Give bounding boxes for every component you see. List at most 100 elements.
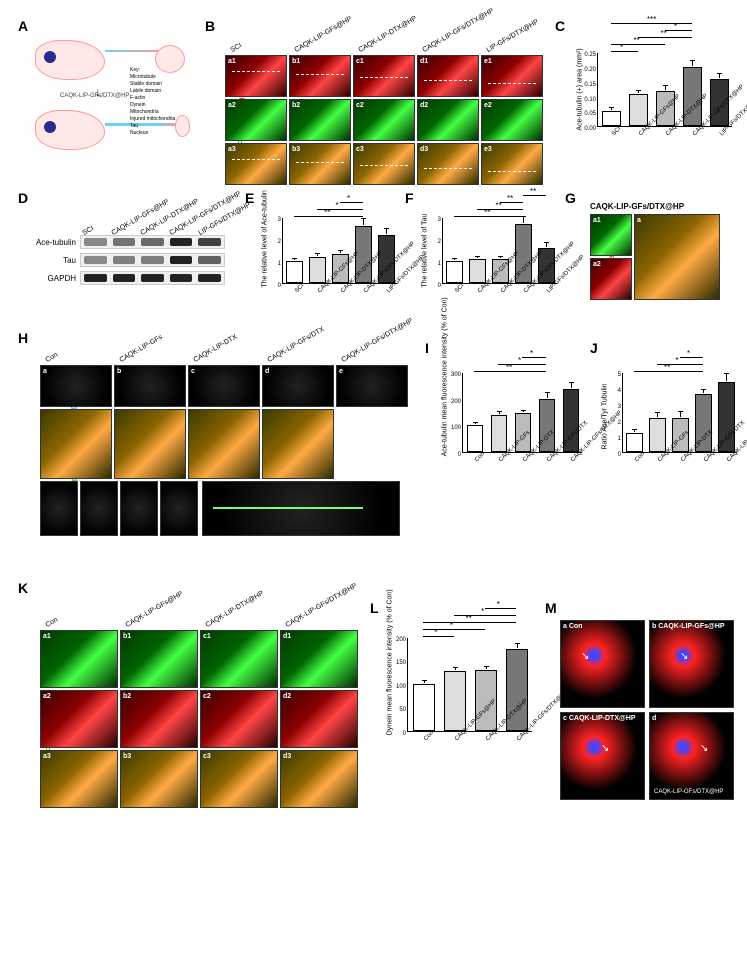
micro-panel: a1 (40, 630, 118, 688)
legend-item: Microtubule (130, 74, 188, 81)
cell-before (35, 40, 105, 80)
legend-item: Injured mitochondria (130, 116, 188, 123)
micro-panel: e (336, 365, 408, 407)
nucleus-icon (44, 121, 56, 133)
micro-panel: a3 (225, 143, 287, 185)
micro-panel: e3 (481, 143, 543, 185)
chart-E: 0123The relative level of Ace-tubulinSCI… (260, 200, 400, 320)
chart-ylabel: The relative level of Tau (422, 222, 429, 288)
micro-panel: c3 (353, 143, 415, 185)
label-B: B (205, 18, 215, 34)
micro-panel: c2 (200, 690, 278, 748)
label-M: M (545, 600, 557, 616)
micro-panel: b1 (120, 630, 198, 688)
down-arrow-icon: ↓ (95, 85, 101, 99)
micro-panel: c CAQK-LIP-DTX@HP↘ (560, 712, 645, 800)
chart-ylabel: Ratio Ace/Tyr Tubulin (602, 377, 609, 457)
chart-bar (629, 94, 648, 127)
chart-bar (626, 433, 642, 452)
micro-panel: a (40, 365, 112, 407)
western-blot-D: Ace-tubulin Tau GAPDH (30, 235, 225, 289)
chart-bar (602, 111, 621, 126)
legend-item: Nucleus (130, 130, 188, 137)
chart-xlabel: Con (634, 451, 646, 463)
blot-bands (80, 253, 225, 267)
micro-panel: a2 (40, 690, 118, 748)
blot-label: GAPDH (30, 274, 80, 283)
blot-bands (80, 271, 225, 285)
micro-panel: a2 (225, 99, 287, 141)
micro-panel: c1 (200, 630, 278, 688)
panelG-a2: a2 (590, 258, 632, 300)
label-F: F (405, 190, 414, 206)
schematic-legend: Key: Microtubule Stable domain Labile do… (130, 67, 188, 137)
micro-panel: e2 (481, 99, 543, 141)
micro-panel: a3 (40, 750, 118, 808)
micro-panel: dCAQK-LIP-GFs/DTX@HP↘ (649, 712, 734, 800)
legend-item: Mitochondria (130, 109, 188, 116)
legend-title: Key: (130, 67, 188, 74)
micro-panel (114, 409, 186, 479)
label-C: C (555, 18, 565, 34)
axon-before (105, 50, 160, 52)
micro-panel (188, 409, 260, 479)
micro-panel: d1 (417, 55, 479, 97)
legend-item: F-actin (130, 95, 188, 102)
chart-bar (649, 418, 665, 451)
label-L: L (370, 600, 379, 616)
chart-bar (286, 261, 302, 283)
chart-xlabel: SCI (294, 283, 305, 294)
micro-panel (80, 481, 118, 536)
label-I: I (425, 340, 429, 356)
micro-panel: d3 (417, 143, 479, 185)
label-K: K (18, 580, 28, 596)
micro-panel: b2 (120, 690, 198, 748)
micro-panel: d2 (280, 690, 358, 748)
blot-row: GAPDH (30, 271, 225, 285)
micro-panel: b3 (289, 143, 351, 185)
micro-panel: d3 (280, 750, 358, 808)
cell-after (35, 110, 105, 150)
micro-panel: c2 (353, 99, 415, 141)
chart-xlabel: Con (474, 451, 486, 463)
micro-panel: b CAQK-LIP-GFs@HP↘ (649, 620, 734, 708)
micro-panel: b (114, 365, 186, 407)
micro-panel (262, 409, 334, 479)
panel-A-schematic: CAQK-LIP-GFs/DTX@HP ↓ Key: Microtubule S… (30, 35, 190, 165)
micro-panel: c1 (353, 55, 415, 97)
panelG-a1: a1 (590, 214, 632, 256)
micro-panel (202, 481, 400, 536)
micro-panel (40, 481, 78, 536)
label-H: H (18, 330, 28, 346)
micro-panel: a1 (225, 55, 287, 97)
micro-panel: d2 (417, 99, 479, 141)
chart-ylabel: Ace-tubulin (+) area (mm²) (577, 57, 584, 131)
legend-item: Tau (130, 123, 188, 130)
chart-L: 050100150200Dynein mean fluorescence int… (385, 620, 535, 790)
micro-panel: c3 (200, 750, 278, 808)
chart-bar (491, 415, 508, 452)
blot-row: Ace-tubulin (30, 235, 225, 249)
micro-panel: d (262, 365, 334, 407)
label-J: J (590, 340, 598, 356)
chart-ylabel: Dynein mean fluorescence intensity (% of… (387, 642, 394, 736)
label-G: G (565, 190, 576, 206)
legend-item: Dynein (130, 102, 188, 109)
chart-bar (444, 671, 466, 731)
micro-panel: e1 (481, 55, 543, 97)
legend-item: Labile domain (130, 88, 188, 95)
chart-I: 0100200300Ace-tubulin mean fluorescence … (440, 355, 585, 500)
chart-ylabel: Ace-tubulin mean fluorescence intensity … (442, 377, 449, 457)
micro-panel: b3 (120, 750, 198, 808)
micro-panel: d1 (280, 630, 358, 688)
micro-panel (160, 481, 198, 536)
micro-panel: c (188, 365, 260, 407)
blot-bands (80, 235, 225, 249)
chart-bar (469, 259, 485, 283)
blot-label: Tau (30, 256, 80, 265)
panelG-a: a (634, 214, 720, 300)
micro-panel: a Con↘ (560, 620, 645, 708)
micro-panel: b2 (289, 99, 351, 141)
micro-panel (40, 409, 112, 479)
micro-panel (120, 481, 158, 536)
